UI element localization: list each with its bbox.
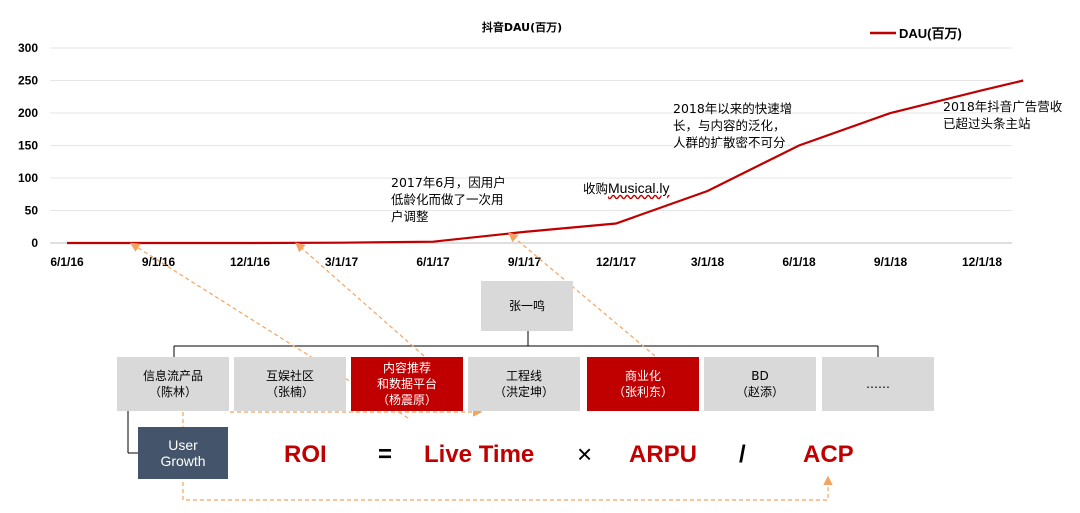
org-root-box: 张一鸣 xyxy=(481,281,573,331)
formula-live-time: Live Time xyxy=(424,441,535,468)
x-tick-label: 6/1/18 xyxy=(782,255,816,269)
formula-equals: = xyxy=(378,441,393,468)
x-tick-label: 3/1/18 xyxy=(691,255,725,269)
annotation-musical: 收购Musical.ly xyxy=(583,180,670,196)
org-dept-entertainment-community: 互娱社区 （张楠） xyxy=(234,357,346,411)
formula-acp: ACP xyxy=(803,441,854,468)
y-tick-label: 200 xyxy=(18,106,38,120)
y-tick-label: 50 xyxy=(25,204,39,218)
org-dept-more: …… xyxy=(822,357,934,411)
org-dept-bd: BD （赵添） xyxy=(704,357,816,411)
y-tick-label: 0 xyxy=(31,236,38,250)
chart-title: 抖音DAU(百万) xyxy=(482,20,562,34)
x-axis-ticks: 6/1/16 9/1/16 12/1/16 3/1/17 6/1/17 9/1/17 12/… xyxy=(50,255,1002,269)
x-tick-label: 3/1/17 xyxy=(325,255,359,269)
y-axis-ticks: 300 250 200 150 100 50 0 xyxy=(18,41,38,250)
x-tick-label: 12/1/17 xyxy=(596,255,636,269)
annotation-jun2017: 2017年6月，因用户 低龄化而做了一次用 户调整 xyxy=(391,175,506,224)
y-tick-label: 300 xyxy=(18,41,38,55)
arrow-to-dec16 xyxy=(295,242,425,357)
formula-times: × xyxy=(577,439,593,469)
x-tick-label: 12/1/18 xyxy=(962,255,1002,269)
formula-roi: ROI xyxy=(284,441,327,468)
x-tick-label: 12/1/16 xyxy=(230,255,270,269)
user-growth-box: User Growth xyxy=(138,427,228,479)
x-tick-label: 6/1/16 xyxy=(50,255,84,269)
formula-divide: / xyxy=(739,441,746,468)
x-tick-label: 9/1/18 xyxy=(874,255,908,269)
y-tick-label: 100 xyxy=(18,171,38,185)
arrow-to-sep17 xyxy=(508,232,656,357)
org-dept-engineering: 工程线 （洪定坤） xyxy=(468,357,580,411)
x-tick-label: 6/1/17 xyxy=(416,255,450,269)
org-dept-feed-product: 信息流产品 （陈林） xyxy=(117,357,229,411)
annotation-growth2018: 2018年以来的快速增 长，与内容的泛化， 人群的扩散密不可分 xyxy=(673,101,793,150)
org-connectors xyxy=(127,331,879,454)
org-dept-commercialization: 商业化 （张利东） xyxy=(587,357,699,411)
y-tick-label: 150 xyxy=(18,139,38,153)
x-tick-label: 9/1/16 xyxy=(142,255,176,269)
y-tick-label: 250 xyxy=(18,74,38,88)
formula-arpu: ARPU xyxy=(629,441,698,468)
org-dept-content-recommendation: 内容推荐 和数据平台 （杨震原） xyxy=(351,357,463,411)
annotation-ads2018: 2018年抖音广告营收 已超过头条主站 xyxy=(943,99,1063,131)
chart-legend: DAU(百万) xyxy=(870,26,962,41)
chart-grid xyxy=(50,47,1012,244)
dau-series-line xyxy=(67,79,1024,245)
x-tick-label: 9/1/17 xyxy=(508,255,542,269)
legend-label: DAU(百万) xyxy=(899,26,962,41)
arrow-to-sep16 xyxy=(129,242,409,419)
